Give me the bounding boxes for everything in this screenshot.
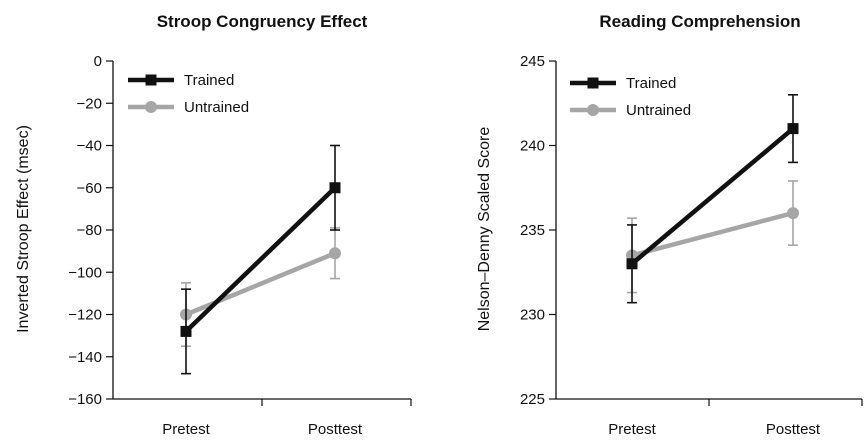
y-tick-label: 240 [520,138,545,155]
series-trained [180,144,341,375]
y-axis-ticks: 225 230 235 240 245 [520,53,556,408]
x-axis-ticks: Pretest Posttest [162,421,363,438]
legend-label: Untrained [626,102,691,119]
series-line [630,126,795,266]
y-axis-ticks: 0 −20 −40 −60 −80 −100 −120 −140 −160 [68,53,113,408]
y-axis-label: Inverted Stroop Effect (msec) [15,125,32,333]
y-tick-label: 245 [520,53,545,70]
chart-title: Stroop Congruency Effect [157,12,368,31]
y-tick-label: −20 [77,95,102,112]
plot-area [180,144,341,375]
legend-marker-square [145,74,157,86]
series-line [185,251,336,317]
legend-label: Trained [626,75,676,92]
y-tick-label: −60 [77,180,102,197]
legend-marker-circle [145,101,157,113]
data-point-circle [329,247,341,260]
y-tick-label: 235 [520,222,545,239]
legend: Trained Untrained [570,75,691,119]
y-tick-label: 225 [520,391,545,408]
data-point-circle [787,207,799,220]
stroop-chart: Stroop Congruency Effect Inverted Stroop… [15,12,412,438]
x-tick-label: Pretest [162,421,210,438]
x-tick-label: Posttest [766,421,821,438]
legend-marker-circle [587,104,599,116]
y-tick-label: −120 [68,307,102,324]
series-line [631,210,794,258]
reading-chart: Reading Comprehension Nelson–Denny Scale… [476,12,863,438]
x-tick-label: Pretest [608,421,656,438]
data-point-square [180,325,192,337]
plot-area [626,94,799,304]
y-tick-label: −40 [77,138,102,155]
y-tick-label: 230 [520,307,545,324]
y-tick-label: −100 [68,264,102,281]
series-trained [626,94,799,304]
x-tick-label: Posttest [308,421,363,438]
chart-title: Reading Comprehension [599,12,800,31]
x-axis-ticks: Pretest Posttest [608,421,821,438]
data-point-square [787,123,799,135]
y-tick-label: −140 [68,349,102,366]
legend-label: Untrained [184,99,249,116]
series-untrained [180,227,341,347]
y-tick-label: −80 [77,222,102,239]
series-line [184,186,337,334]
legend-label: Trained [184,72,234,89]
legend-marker-square [587,77,599,89]
y-tick-label: −160 [68,391,102,408]
legend: Trained Untrained [128,72,249,116]
y-tick-label: 0 [94,53,102,70]
data-point-square [329,182,341,194]
data-point-square [626,258,638,270]
y-axis-label: Nelson–Denny Scaled Score [476,127,493,332]
